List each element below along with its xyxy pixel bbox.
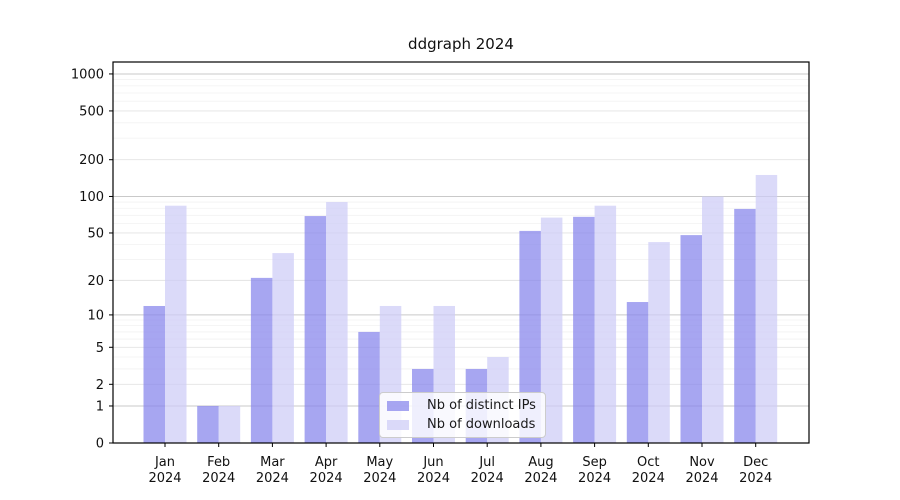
y-tick-label: 0 [96,437,104,452]
x-tick-label-year: 2024 [632,471,665,486]
bar-distinct-ips-aug [519,230,541,443]
legend-item-downloads: Nb of downloads [387,417,537,433]
bar-downloads-jan [165,205,187,443]
x-tick-label-year: 2024 [148,471,181,486]
y-tick-label: 1 [96,399,104,414]
y-tick-label: 500 [79,104,104,119]
bar-distinct-ips-feb [197,405,219,443]
x-tick-label-year: 2024 [202,471,235,486]
legend-label-distinct-ips: Nb of distinct IPs [427,398,536,413]
bar-distinct-ips-jan [143,305,165,443]
legend-swatch-distinct-ips [387,400,409,411]
x-tick-label-month: Feb [207,455,230,470]
x-tick-label-year: 2024 [310,471,343,486]
y-tick-label: 1000 [71,67,104,82]
bar-downloads-sep [594,205,617,443]
x-tick-label-month: Nov [689,455,715,470]
x-tick-label-year: 2024 [256,471,289,486]
bar-distinct-ips-oct [626,302,649,443]
y-tick-label: 50 [87,226,104,241]
x-tick-label-year: 2024 [363,471,396,486]
x-tick-label-month: Oct [637,455,659,470]
x-tick-label-year: 2024 [417,471,450,486]
x-tick-label-month: May [366,455,393,470]
bar-distinct-ips-nov [680,235,702,443]
bar-downloads-apr [326,202,348,443]
y-tick-label: 2 [96,378,104,393]
y-tick-label: 200 [79,153,104,168]
y-tick-label: 100 [79,190,104,205]
bar-downloads-nov [702,196,724,443]
y-tick-label: 20 [87,274,104,289]
y-tick-label: 5 [96,341,104,356]
x-tick-label-year: 2024 [578,471,611,486]
legend-swatch-downloads [387,419,409,430]
x-tick-label-year: 2024 [685,471,718,486]
bar-downloads-oct [648,242,670,443]
bar-distinct-ips-sep [573,216,595,443]
bar-downloads-dec [755,174,778,443]
bar-distinct-ips-may [358,331,380,443]
x-tick-label-year: 2024 [471,471,504,486]
bar-distinct-ips-apr [304,216,327,443]
x-tick-label-month: Aug [528,455,553,470]
x-tick-label-month: Dec [743,455,768,470]
y-tick-label: 10 [87,308,104,323]
bar-distinct-ips-dec [734,208,756,443]
legend-item-distinct-ips: Nb of distinct IPs [387,398,537,414]
x-tick-label-month: Jan [154,455,175,470]
x-tick-label-month: Jul [478,455,495,470]
legend: Nb of distinct IPs Nb of downloads [379,392,546,438]
chart-title: ddgraph 2024 [408,35,514,53]
bar-distinct-ips-mar [250,277,273,443]
x-tick-label-month: Mar [260,455,285,470]
bar-downloads-mar [272,253,294,443]
x-tick-label-month: Apr [315,455,338,470]
bar-downloads-aug [540,217,563,443]
bar-downloads-feb [218,405,241,443]
legend-label-downloads: Nb of downloads [427,417,536,432]
x-tick-label-month: Jun [422,455,443,470]
plot-border [112,61,810,444]
x-tick-label-year: 2024 [739,471,772,486]
x-tick-label-month: Sep [582,455,607,470]
x-tick-label-year: 2024 [524,471,557,486]
